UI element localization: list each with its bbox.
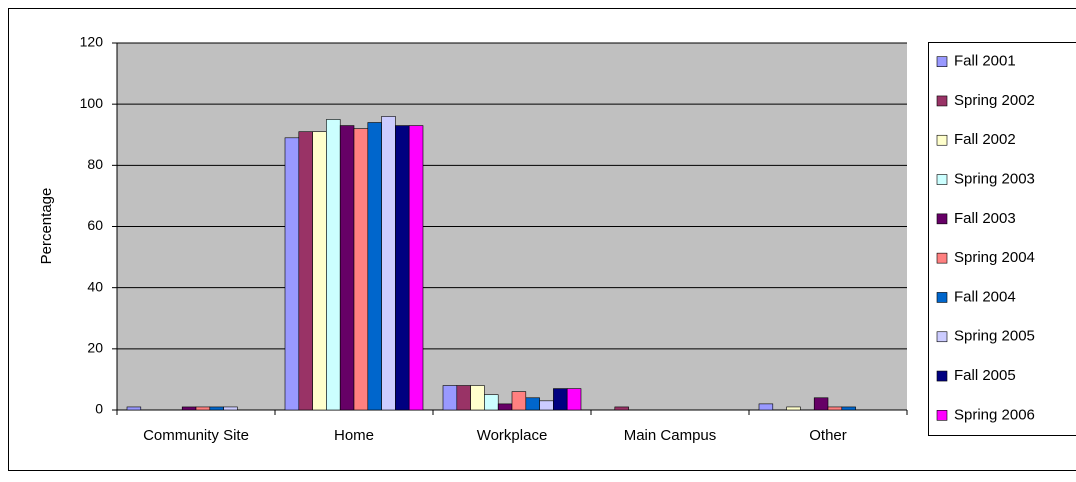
- legend-swatch: [936, 331, 948, 343]
- bar: [827, 406, 843, 411]
- x-tick-label: Other: [809, 427, 847, 444]
- bar: [470, 385, 485, 411]
- bar: [339, 125, 355, 411]
- bar: [367, 122, 382, 411]
- legend-swatch: [936, 292, 948, 303]
- bar: [353, 128, 369, 411]
- bar: [525, 397, 540, 411]
- legend-label: Fall 2003: [954, 210, 1016, 227]
- bar: [284, 137, 300, 411]
- bar: [539, 400, 554, 411]
- bar: [395, 125, 410, 411]
- legend-label: Fall 2002: [954, 131, 1016, 148]
- bar: [126, 406, 142, 411]
- legend-swatch: [936, 95, 948, 107]
- bar: [442, 385, 458, 411]
- x-tick-label: Community Site: [143, 427, 249, 444]
- legend-label: Fall 2005: [954, 367, 1016, 384]
- bar: [195, 406, 211, 411]
- y-tick-label: 80: [87, 156, 103, 172]
- legend-label: Spring 2005: [954, 328, 1035, 345]
- bar: [758, 403, 774, 411]
- bar: [298, 131, 313, 411]
- bar: [566, 388, 582, 411]
- legend-swatch: [936, 252, 948, 264]
- bar: [381, 116, 396, 411]
- y-tick-label: 20: [87, 340, 103, 356]
- legend-swatch: [936, 370, 948, 382]
- bar: [181, 406, 197, 411]
- legend-label: Spring 2006: [954, 406, 1035, 423]
- legend-label: Fall 2001: [954, 53, 1016, 70]
- y-tick-label: 120: [80, 34, 104, 50]
- y-tick-label: 100: [80, 95, 104, 111]
- y-tick-label: 40: [87, 278, 103, 294]
- legend-swatch: [936, 213, 948, 225]
- bar: [497, 403, 513, 411]
- legend-swatch: [936, 134, 948, 146]
- y-axis-label: Percentage: [38, 188, 55, 265]
- legend-label: Fall 2004: [954, 288, 1016, 305]
- bar: [511, 391, 527, 411]
- bar: [786, 406, 801, 411]
- legend-box: [928, 42, 1076, 436]
- y-tick-label: 0: [95, 401, 103, 417]
- bar: [614, 406, 629, 411]
- bar: [312, 131, 327, 411]
- y-tick-label: 60: [87, 217, 103, 233]
- bar: [209, 406, 224, 411]
- legend-label: Spring 2002: [954, 92, 1035, 109]
- bar: [553, 388, 568, 411]
- x-tick-label: Main Campus: [624, 427, 717, 444]
- bar: [841, 406, 856, 411]
- legend-swatch: [936, 56, 948, 67]
- bar: [326, 119, 341, 411]
- bar: [484, 394, 499, 411]
- bar: [813, 397, 829, 411]
- x-tick-label: Workplace: [477, 427, 548, 444]
- bar: [456, 385, 471, 411]
- legend-label: Spring 2003: [954, 171, 1035, 188]
- legend-swatch: [936, 410, 948, 421]
- bar: [223, 406, 238, 411]
- x-tick-label: Home: [334, 427, 374, 444]
- legend-label: Spring 2004: [954, 249, 1035, 266]
- bar: [408, 125, 424, 411]
- legend-swatch: [936, 174, 948, 185]
